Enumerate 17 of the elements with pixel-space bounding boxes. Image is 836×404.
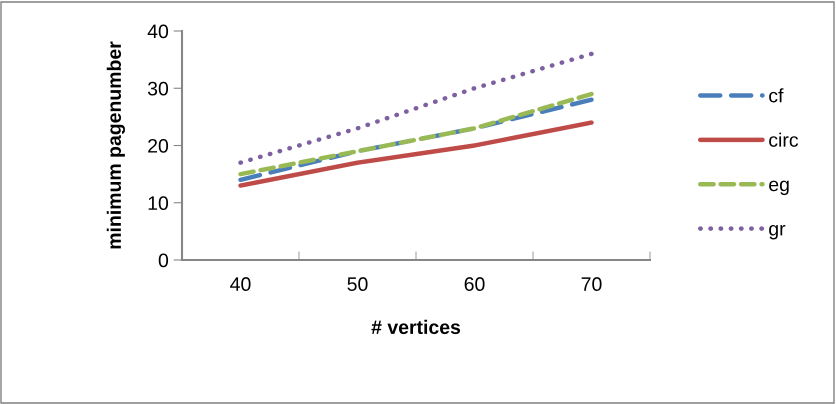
y-tick-label: 0 [158, 253, 168, 268]
legend-label: circ [769, 132, 798, 147]
line-series [238, 52, 594, 165]
x-tick-label: 60 [464, 277, 485, 291]
legend-label: cf [769, 88, 784, 102]
y-tick-label: 30 [148, 82, 168, 96]
x-axis-title: # vertices [371, 320, 460, 334]
x-tick-label: 40 [230, 277, 251, 291]
y-axis-title: minimum pagenumber [106, 42, 125, 248]
legend-label: gr [769, 224, 786, 240]
x-tick-label: 50 [347, 277, 368, 291]
line-series [238, 120, 594, 188]
x-tick-label: 70 [582, 277, 602, 291]
y-tick-label: 10 [148, 196, 168, 210]
legend-label: eg [769, 180, 789, 196]
y-tick-label: 20 [148, 138, 168, 153]
y-tick-label: 40 [148, 24, 168, 38]
